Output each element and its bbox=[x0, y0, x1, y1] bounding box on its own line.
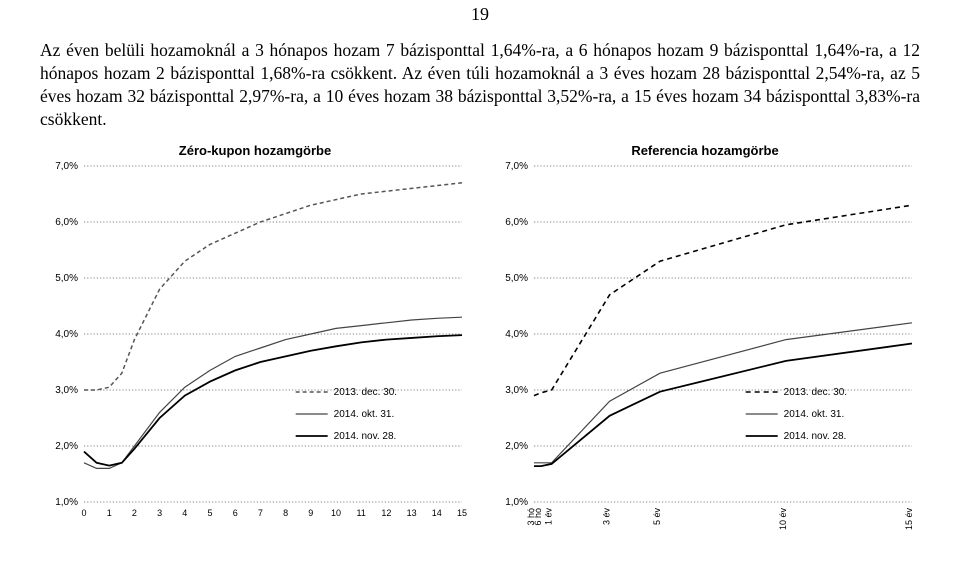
svg-text:6 hó: 6 hó bbox=[533, 508, 543, 526]
left-chart-title: Zéro-kupon hozamgörbe bbox=[40, 143, 470, 158]
series-line bbox=[534, 206, 912, 396]
body-paragraph: Az éven belüli hozamoknál a 3 hónapos ho… bbox=[40, 39, 920, 131]
svg-text:5 év: 5 év bbox=[652, 508, 662, 526]
series-line bbox=[534, 344, 912, 467]
legend-label: 2014. nov. 28. bbox=[784, 431, 847, 442]
svg-text:3: 3 bbox=[157, 508, 162, 518]
svg-text:5: 5 bbox=[207, 508, 212, 518]
svg-text:14: 14 bbox=[432, 508, 442, 518]
charts-row: Zéro-kupon hozamgörbe 1,0% 2,0% 3,0% 4,0% 5,… bbox=[40, 143, 920, 530]
document-page: 19 Az éven belüli hozamoknál a 3 hónapos… bbox=[0, 0, 960, 530]
svg-text:11: 11 bbox=[357, 508, 366, 518]
svg-text:15: 15 bbox=[457, 508, 467, 518]
legend-label: 2014. okt. 31. bbox=[334, 409, 395, 420]
right-chart-svg: 1,0%2,0%3,0%4,0%5,0%6,0%7,0%3 hó6 hó1 év… bbox=[490, 160, 920, 530]
svg-text:3,0%: 3,0% bbox=[505, 385, 528, 396]
svg-text:2,0%: 2,0% bbox=[55, 441, 78, 452]
legend-label: 2014. okt. 31. bbox=[784, 409, 845, 420]
svg-text:6: 6 bbox=[233, 508, 238, 518]
left-chart-svg: 1,0%2,0%3,0%4,0%5,0%6,0%7,0%012345678910… bbox=[40, 160, 470, 530]
svg-text:6,0%: 6,0% bbox=[505, 217, 528, 228]
svg-text:3,0%: 3,0% bbox=[55, 385, 78, 396]
page-number: 19 bbox=[40, 4, 920, 25]
svg-text:13: 13 bbox=[407, 508, 417, 518]
svg-text:5,0%: 5,0% bbox=[505, 273, 528, 284]
svg-text:1,0%: 1,0% bbox=[55, 497, 78, 508]
svg-text:7,0%: 7,0% bbox=[505, 161, 528, 172]
svg-text:4,0%: 4,0% bbox=[55, 329, 78, 340]
svg-text:0: 0 bbox=[81, 508, 86, 518]
svg-text:6,0%: 6,0% bbox=[55, 217, 78, 228]
right-chart-title: Referencia hozamgörbe bbox=[490, 143, 920, 158]
svg-text:1,0%: 1,0% bbox=[505, 497, 528, 508]
legend-label: 2013. dec. 30. bbox=[784, 387, 847, 398]
svg-text:4,0%: 4,0% bbox=[505, 329, 528, 340]
svg-text:1 év: 1 év bbox=[544, 508, 554, 526]
svg-text:2,0%: 2,0% bbox=[505, 441, 528, 452]
left-chart: Zéro-kupon hozamgörbe 1,0% 2,0% 3,0% 4,0% 5,… bbox=[40, 143, 470, 530]
right-chart: Referencia hozamgörbe 1,0% 2,0% 3,0% 4,0% 5,… bbox=[490, 143, 920, 530]
svg-text:7: 7 bbox=[258, 508, 263, 518]
svg-text:1: 1 bbox=[107, 508, 112, 518]
svg-text:3 év: 3 év bbox=[602, 508, 612, 526]
legend-label: 2014. nov. 28. bbox=[334, 431, 397, 442]
svg-text:12: 12 bbox=[381, 508, 391, 518]
series-line bbox=[534, 323, 912, 463]
svg-text:7,0%: 7,0% bbox=[55, 161, 78, 172]
svg-text:2: 2 bbox=[132, 508, 137, 518]
legend-label: 2013. dec. 30. bbox=[334, 387, 397, 398]
svg-text:5,0%: 5,0% bbox=[55, 273, 78, 284]
svg-text:4: 4 bbox=[182, 508, 187, 518]
svg-text:15 év: 15 év bbox=[904, 508, 914, 530]
svg-text:10: 10 bbox=[331, 508, 341, 518]
svg-text:10 év: 10 év bbox=[778, 508, 788, 530]
series-line bbox=[84, 318, 462, 469]
svg-text:9: 9 bbox=[308, 508, 313, 518]
svg-text:8: 8 bbox=[283, 508, 288, 518]
